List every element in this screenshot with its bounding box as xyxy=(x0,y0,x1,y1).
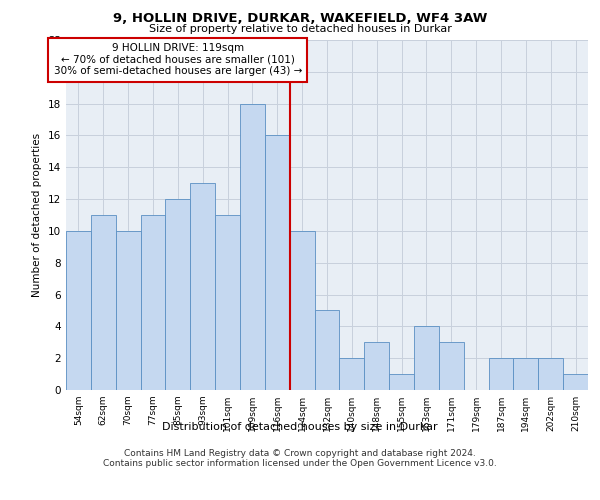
Bar xyxy=(364,342,389,390)
Text: Contains public sector information licensed under the Open Government Licence v3: Contains public sector information licen… xyxy=(103,458,497,468)
Text: Size of property relative to detached houses in Durkar: Size of property relative to detached ho… xyxy=(149,24,451,34)
Bar xyxy=(414,326,439,390)
Text: Distribution of detached houses by size in Durkar: Distribution of detached houses by size … xyxy=(162,422,438,432)
Text: Contains HM Land Registry data © Crown copyright and database right 2024.: Contains HM Land Registry data © Crown c… xyxy=(124,448,476,458)
Bar xyxy=(290,231,314,390)
Bar xyxy=(116,231,140,390)
Bar xyxy=(340,358,364,390)
Bar xyxy=(439,342,464,390)
Text: 9 HOLLIN DRIVE: 119sqm
← 70% of detached houses are smaller (101)
30% of semi-de: 9 HOLLIN DRIVE: 119sqm ← 70% of detached… xyxy=(53,43,302,76)
Bar xyxy=(538,358,563,390)
Text: 9, HOLLIN DRIVE, DURKAR, WAKEFIELD, WF4 3AW: 9, HOLLIN DRIVE, DURKAR, WAKEFIELD, WF4 … xyxy=(113,12,487,26)
Bar xyxy=(91,215,116,390)
Bar xyxy=(140,215,166,390)
Bar xyxy=(215,215,240,390)
Bar xyxy=(166,199,190,390)
Bar xyxy=(389,374,414,390)
Bar xyxy=(240,104,265,390)
Bar xyxy=(190,183,215,390)
Bar xyxy=(563,374,588,390)
Bar xyxy=(514,358,538,390)
Bar xyxy=(265,136,290,390)
Y-axis label: Number of detached properties: Number of detached properties xyxy=(32,133,43,297)
Bar xyxy=(314,310,340,390)
Bar xyxy=(488,358,514,390)
Bar xyxy=(66,231,91,390)
